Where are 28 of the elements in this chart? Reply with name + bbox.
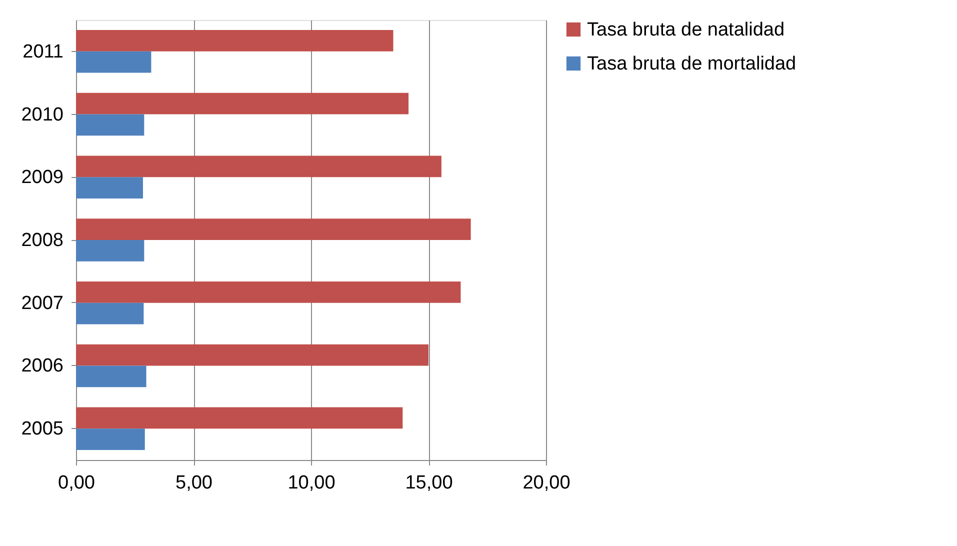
legend-label: Tasa bruta de natalidad <box>587 20 785 40</box>
x-tick-label: 20,00 <box>522 472 570 494</box>
bar <box>76 240 144 262</box>
y-tick-label: 2011 <box>22 41 64 62</box>
y-tick-label: 2007 <box>21 292 64 314</box>
bar <box>76 51 152 73</box>
bar <box>76 114 144 136</box>
bar <box>76 92 409 114</box>
bar <box>76 302 144 324</box>
bar <box>76 407 403 429</box>
y-tick-label: 2008 <box>21 230 64 251</box>
bar <box>76 156 442 178</box>
bar <box>76 177 143 199</box>
bar <box>76 428 145 450</box>
y-tick-label: 2010 <box>21 104 64 126</box>
bar <box>76 281 461 303</box>
x-tick-label: 15,00 <box>405 472 453 494</box>
legend-label: Tasa bruta de mortalidad <box>587 54 796 74</box>
x-tick-label: 5,00 <box>176 472 212 494</box>
x-tick-label: 10,00 <box>288 472 336 494</box>
bar <box>76 366 146 388</box>
bar <box>76 30 394 52</box>
bar <box>76 344 428 366</box>
bar <box>76 218 471 240</box>
x-tick-label: 0,00 <box>58 472 95 494</box>
y-tick-label: 2005 <box>21 418 64 440</box>
y-tick-label: 2009 <box>21 167 64 188</box>
y-tick-label: 2006 <box>21 356 64 377</box>
